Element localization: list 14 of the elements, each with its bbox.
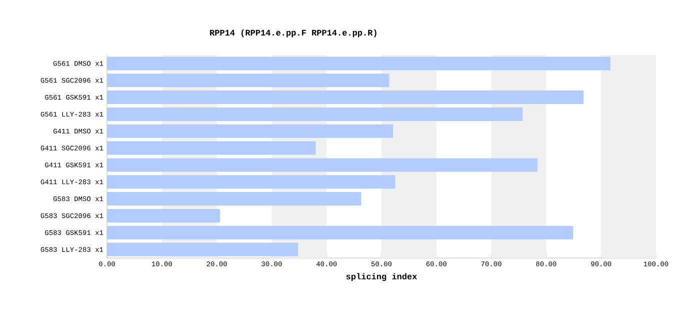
bar <box>107 56 610 70</box>
bar <box>107 74 390 88</box>
bar <box>107 90 584 104</box>
bar <box>107 158 538 172</box>
bar <box>107 107 523 121</box>
bar <box>107 208 220 222</box>
bar <box>107 192 362 206</box>
bar <box>107 226 574 240</box>
x-axis-title: splicing index <box>346 273 417 282</box>
chart-title: RPP14 (RPP14.e.pp.F RPP14.e.pp.R) <box>210 29 376 38</box>
bar <box>107 124 394 138</box>
bar <box>107 242 298 256</box>
bar <box>107 175 396 189</box>
bar <box>107 141 316 155</box>
